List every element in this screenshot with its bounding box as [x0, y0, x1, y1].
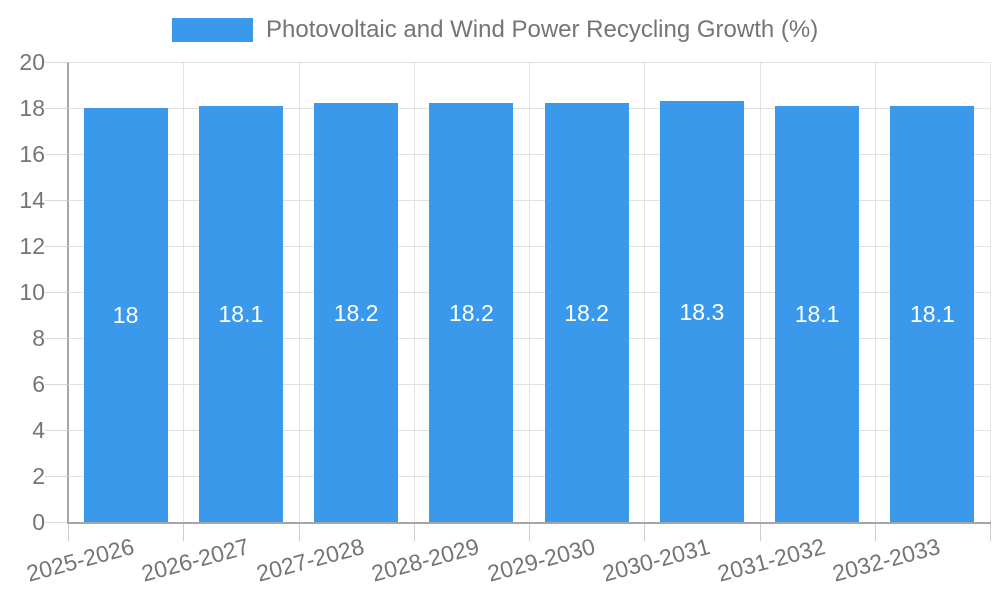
y-axis-tick — [45, 384, 68, 385]
y-axis-tick — [45, 430, 68, 431]
y-axis-tick — [45, 246, 68, 247]
v-gridline — [990, 62, 991, 522]
y-axis-tick — [45, 62, 68, 63]
y-axis-tick-label: 2 — [32, 463, 45, 489]
y-axis-tick-label: 4 — [32, 417, 45, 443]
bar-value-label: 18 — [112, 302, 139, 328]
legend-swatch-icon — [172, 18, 253, 42]
bar[interactable] — [198, 105, 283, 522]
bar[interactable] — [429, 103, 514, 522]
bar-value-label: 18.1 — [910, 300, 955, 327]
bar-value-label: 18.3 — [679, 298, 725, 325]
plot-area: 18 18.1 18.2 18.2 18.2 18.3 18.1 18.1 — [68, 62, 991, 522]
y-axis-tick — [45, 522, 68, 523]
x-axis-tick-label: 2032-2033 — [830, 533, 944, 587]
x-axis-tick — [759, 522, 761, 541]
y-axis-tick-label: 10 — [19, 279, 45, 305]
y-axis-tick-label: 0 — [32, 509, 45, 535]
v-gridline — [298, 62, 300, 522]
v-gridline — [759, 62, 761, 522]
x-axis-tick-label: 2029-2030 — [484, 533, 598, 587]
x-axis-line — [67, 522, 991, 524]
x-axis-tick-label: 2028-2029 — [369, 533, 483, 587]
y-axis-tick — [45, 292, 68, 293]
x-axis-tick — [874, 522, 876, 541]
bar-value-label: 18.2 — [449, 299, 494, 326]
bar[interactable] — [83, 108, 168, 522]
x-axis-tick-label: 2026-2027 — [138, 533, 252, 587]
y-axis-tick — [45, 200, 68, 201]
v-gridline — [644, 62, 646, 522]
bar-value-label: 18.2 — [333, 299, 379, 326]
bar[interactable] — [775, 105, 860, 522]
bar-value-label: 18.2 — [564, 299, 609, 326]
y-axis-tick-label: 18 — [19, 95, 45, 121]
x-axis-tick-label: 2030-2031 — [599, 533, 713, 587]
v-gridline — [183, 62, 185, 522]
y-axis-tick — [45, 476, 68, 477]
v-gridline — [413, 62, 415, 522]
y-axis-tick-label: 16 — [19, 141, 45, 167]
x-axis-tick-label: 2027-2028 — [253, 533, 367, 587]
y-axis-tick-label: 14 — [19, 187, 45, 213]
y-axis-tick-label: 8 — [32, 325, 45, 351]
y-axis-tick — [45, 338, 68, 339]
bar-value-label: 18.1 — [794, 300, 840, 327]
bar[interactable] — [314, 103, 399, 522]
y-axis-tick-label: 6 — [32, 371, 45, 397]
x-axis-tick — [183, 522, 185, 541]
y-axis-tick-label: 20 — [19, 49, 45, 75]
y-axis-tick-label: 12 — [19, 233, 45, 259]
v-gridline — [529, 62, 530, 522]
legend[interactable]: Photovoltaic and Wind Power Recycling Gr… — [172, 16, 818, 44]
legend-label: Photovoltaic and Wind Power Recycling Gr… — [266, 16, 819, 43]
x-axis-tick — [298, 522, 300, 541]
bar-value-label: 18.1 — [218, 300, 264, 327]
x-axis-tick-label: 2031-2032 — [714, 533, 828, 587]
bar[interactable] — [890, 105, 975, 522]
bar[interactable] — [659, 101, 744, 522]
x-axis-tick-label: 2025-2026 — [23, 533, 137, 587]
x-axis-tick — [68, 522, 69, 541]
bar[interactable] — [544, 103, 629, 522]
x-axis-tick — [990, 522, 991, 541]
v-gridline — [874, 62, 876, 522]
y-axis-tick — [45, 108, 68, 109]
x-axis-tick — [644, 522, 646, 541]
x-axis-tick — [529, 522, 530, 541]
x-axis-tick — [413, 522, 415, 541]
y-axis-tick — [45, 154, 68, 155]
